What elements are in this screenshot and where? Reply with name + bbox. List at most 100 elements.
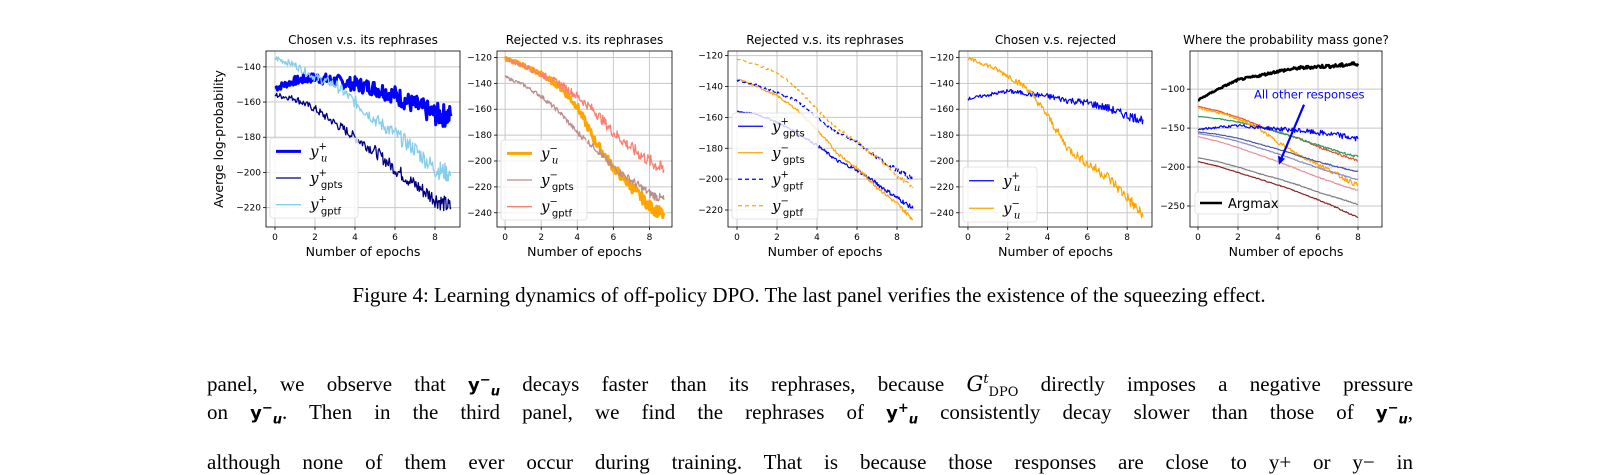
series-line-line-9 bbox=[1197, 161, 1359, 219]
x-tick-label: 8 bbox=[1355, 233, 1361, 243]
annotation-text: All other responses bbox=[1254, 88, 1364, 102]
body-line-2: on y−u. Then in the third panel, we find… bbox=[207, 400, 1414, 428]
y-axis-label: Averge log-probability bbox=[211, 70, 226, 208]
y-tick-label: −220 bbox=[467, 183, 492, 193]
axes-frame bbox=[958, 50, 1153, 228]
y-tick-label: −240 bbox=[467, 209, 492, 219]
legend-var: y bbox=[771, 117, 781, 135]
legend-var: y bbox=[540, 171, 550, 189]
y-tick-label: −240 bbox=[929, 209, 954, 219]
series-line-gpts bbox=[736, 78, 914, 221]
legend-sub: gpts bbox=[552, 182, 574, 193]
legend-label: y− gptf bbox=[771, 196, 803, 219]
legend-var: y bbox=[1002, 172, 1012, 190]
legend-box bbox=[500, 139, 588, 221]
legend-label: y+ u bbox=[309, 141, 327, 164]
series-line-Argmax bbox=[1197, 61, 1360, 102]
y-tick-label: −140 bbox=[698, 83, 723, 93]
arrow-head-icon bbox=[1278, 155, 1285, 165]
legend-sup: + bbox=[780, 116, 788, 127]
y-tick-label: −100 bbox=[1160, 85, 1185, 95]
legend-label: y+ gpts bbox=[309, 168, 343, 191]
legend: y+ uy− u bbox=[962, 166, 1038, 223]
y-tick-label: −180 bbox=[929, 131, 954, 141]
legend-label: y+ gpts bbox=[771, 116, 805, 139]
legend-sub: gptf bbox=[321, 207, 342, 218]
x-tick-label: 8 bbox=[432, 233, 438, 243]
legend-var: y bbox=[771, 197, 781, 215]
chart-title: Chosen v.s. rejected bbox=[995, 33, 1116, 47]
series-line-line-2 bbox=[1197, 115, 1359, 158]
legend-var: y bbox=[540, 144, 550, 162]
legend-sup: + bbox=[318, 141, 326, 152]
legend-sub: gptf bbox=[783, 181, 804, 192]
x-tick-label: 0 bbox=[734, 233, 740, 243]
series-line-line-6 bbox=[1197, 132, 1359, 181]
x-tick-label: 4 bbox=[1275, 233, 1281, 243]
y-tick-label: −200 bbox=[698, 175, 723, 185]
legend-label: y− u bbox=[540, 143, 558, 166]
x-tick-label: 0 bbox=[1195, 233, 1201, 243]
y-tick-label: −140 bbox=[929, 79, 954, 89]
x-tick-label: 6 bbox=[392, 233, 398, 243]
y-tick-label: −140 bbox=[236, 63, 261, 73]
math-y-u-minus: y−u bbox=[1375, 401, 1408, 428]
x-tick-label: 2 bbox=[1235, 233, 1241, 243]
axes-frame bbox=[265, 50, 461, 228]
math-g-dpo: GtDPO bbox=[966, 372, 1019, 401]
x-axis-label: Number of epochs bbox=[998, 244, 1113, 259]
legend-box bbox=[269, 137, 359, 219]
x-tick-label: 6 bbox=[854, 233, 860, 243]
legend-sub: u bbox=[552, 155, 558, 166]
legend: y+ u y+ gpts y + gptf bbox=[269, 137, 359, 219]
legend-sub: gptf bbox=[783, 208, 804, 219]
x-tick-label: 2 bbox=[1005, 233, 1011, 243]
series-line-gpts bbox=[274, 92, 452, 212]
chart-panel-2: 0 2 4 6 8 −120 −140 −160 −180 −200 −220 −240 Rejecte… bbox=[467, 33, 673, 259]
legend-sup: − bbox=[549, 143, 557, 154]
legend-label: y+ u bbox=[1002, 171, 1020, 194]
series-line-line-4 bbox=[1198, 123, 1359, 142]
y-tick-label: −150 bbox=[1160, 124, 1185, 134]
x-tick-label: 0 bbox=[502, 233, 508, 243]
chart-panel-5: 0 2 4 6 8 −100 −150 −200 −250 Where the probabili… bbox=[1160, 33, 1389, 259]
y-tick-label: −200 bbox=[236, 168, 261, 178]
series-line-line-1 bbox=[1197, 105, 1359, 162]
series-line-u bbox=[967, 88, 1144, 125]
x-axis-label: Number of epochs bbox=[768, 244, 883, 259]
x-axis-label: Number of epochs bbox=[527, 244, 642, 259]
y-tick-label: −140 bbox=[467, 79, 492, 89]
y-tick-label: −220 bbox=[236, 204, 261, 214]
x-tick-label: 2 bbox=[538, 233, 544, 243]
y-tick-label: −160 bbox=[467, 105, 492, 115]
chart-title: Rejected v.s. its rephrases bbox=[746, 33, 903, 47]
x-tick-label: 2 bbox=[774, 233, 780, 243]
chart-panel-3: 0 2 4 6 8 −120 −140 −160 −180 −200 −220 Rejected v.… bbox=[698, 33, 923, 259]
text: on bbox=[207, 400, 228, 424]
legend-var: y bbox=[309, 196, 319, 214]
legend-label: y− gpts bbox=[540, 170, 574, 193]
legend-sup: + bbox=[1011, 171, 1019, 182]
series-line-u bbox=[274, 72, 453, 128]
y-tick-label: −180 bbox=[467, 131, 492, 141]
x-tick-label: 6 bbox=[610, 233, 616, 243]
body-line-3: although none of them ever occur during … bbox=[207, 450, 1413, 474]
chart-panel-4: 0 2 4 6 8 −120 −140 −160 −180 −200 −220 −240 Chosen … bbox=[929, 33, 1153, 259]
legend-sup: − bbox=[780, 143, 788, 154]
y-tick-label: −200 bbox=[1160, 163, 1185, 173]
legend-sup: − bbox=[1011, 198, 1019, 209]
series-line-gptf bbox=[274, 56, 452, 182]
legend-label: y− gpts bbox=[771, 143, 805, 166]
text: decays faster than its rephrases, becaus… bbox=[522, 372, 945, 396]
x-tick-label: 6 bbox=[1315, 233, 1321, 243]
legend-sup: + bbox=[318, 168, 326, 179]
x-tick-label: 4 bbox=[574, 233, 580, 243]
legend-var: y bbox=[540, 198, 550, 216]
chart-title: Rejected v.s. its rephrases bbox=[506, 33, 663, 47]
y-tick-label: −120 bbox=[698, 52, 723, 62]
legend-sub: gpts bbox=[783, 155, 805, 166]
legend-sub: gptf bbox=[552, 209, 573, 220]
x-tick-label: 2 bbox=[312, 233, 318, 243]
chart-title: Where the probability mass gone? bbox=[1183, 33, 1389, 47]
